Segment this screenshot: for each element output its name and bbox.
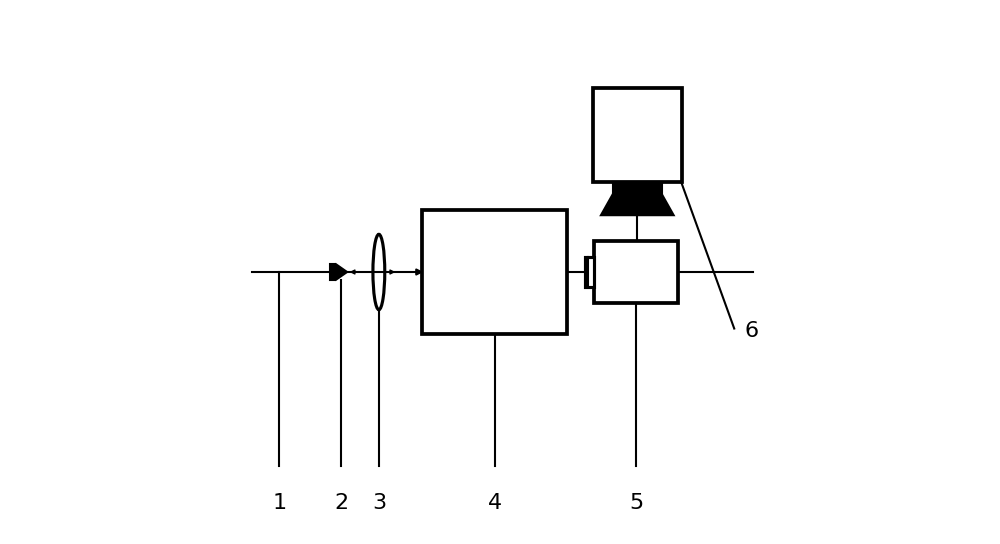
Text: 3: 3 [372, 493, 386, 513]
Text: 4: 4 [488, 493, 502, 513]
Bar [613, 182, 662, 194]
Bar [422, 210, 567, 334]
Polygon shape [601, 194, 674, 215]
Text: 5: 5 [629, 493, 643, 513]
Text: 2: 2 [334, 493, 348, 513]
Polygon shape [335, 264, 347, 280]
Bar [593, 88, 682, 182]
Bar [585, 257, 594, 287]
Text: 6: 6 [745, 321, 759, 341]
Text: 1: 1 [272, 493, 286, 513]
Bar [594, 241, 678, 303]
Bar [330, 264, 335, 280]
